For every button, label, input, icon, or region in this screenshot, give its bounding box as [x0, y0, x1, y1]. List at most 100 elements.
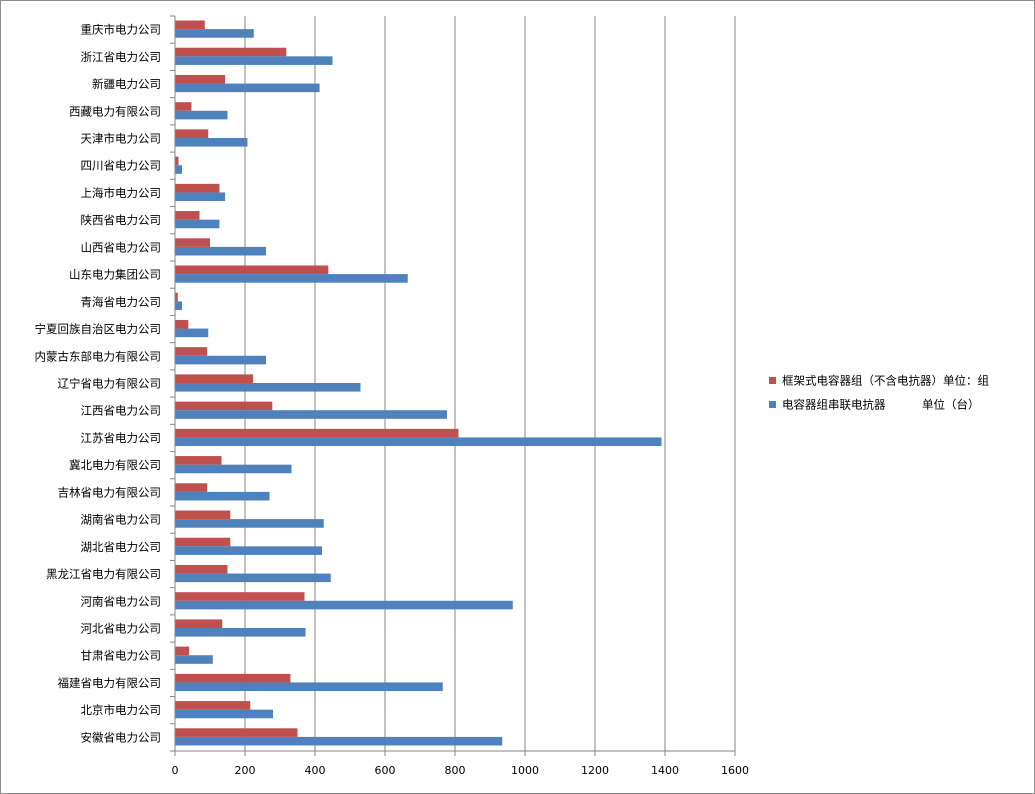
category-label: 湖北省电力公司: [81, 540, 162, 554]
bar-series-1: [175, 619, 223, 628]
category-label: 浙江省电力公司: [81, 50, 162, 64]
bar-series-1: [175, 428, 459, 438]
category-label: 安徽省电力公司: [81, 730, 162, 744]
x-tick-label: 0: [172, 764, 179, 777]
bar-series-1: [175, 156, 179, 166]
category-label: 四川省电力公司: [81, 159, 162, 173]
bar-series-1: [175, 701, 251, 710]
legend-swatch: [769, 377, 776, 384]
x-tick-labels: 0 200 400 600 800 1000 1200 1400 1600: [172, 764, 750, 777]
category-label: 江西省电力公司: [81, 404, 162, 418]
bar-series-2: [175, 83, 320, 93]
x-tick-label: 1000: [511, 764, 539, 777]
bar-series-2: [175, 219, 220, 229]
bar-series-2: [175, 192, 226, 202]
legend-entry: 电容器组串联电抗器 单位（台）: [782, 398, 980, 412]
category-label: 冀北电力有限公司: [69, 458, 161, 472]
bar-series-1: [175, 183, 220, 193]
bar-series-1: [175, 47, 287, 57]
bar-series-2: [175, 682, 443, 692]
bar-series-2: [175, 491, 270, 501]
category-label: 河南省电力公司: [81, 594, 162, 608]
bar-series-1: [175, 510, 231, 520]
bar-series-1: [175, 483, 208, 492]
category-label: 吉林省电力有限公司: [58, 485, 162, 499]
legend-swatch: [769, 401, 776, 408]
category-label: 江苏省电力公司: [81, 431, 162, 445]
bar-series-1: [175, 646, 189, 656]
category-label: 河北省电力公司: [81, 622, 162, 636]
category-label: 山东电力集团公司: [69, 268, 161, 282]
category-label: 西藏电力有限公司: [69, 104, 161, 118]
category-label: 甘肃省电力公司: [81, 649, 162, 663]
bar-series-1: [175, 537, 231, 547]
x-tick-label: 600: [375, 764, 396, 777]
category-labels: 重庆市电力公司浙江省电力公司新疆电力公司西藏电力有限公司天津市电力公司四川省电力…: [35, 23, 162, 745]
x-tick-label: 1400: [651, 764, 679, 777]
category-label: 陕西省电力公司: [81, 213, 162, 227]
bar-series-1: [175, 292, 178, 302]
category-label: 山西省电力公司: [81, 240, 162, 254]
bar-series-2: [175, 410, 447, 419]
bar-series-2: [175, 573, 331, 583]
category-label: 青海省电力公司: [81, 295, 162, 309]
bar-series-2: [175, 546, 322, 555]
legend-entry: 框架式电容器组（不含电抗器）单位：组: [782, 374, 989, 388]
category-label: 天津市电力公司: [81, 132, 162, 146]
category-label: 黑龙江省电力有限公司: [46, 567, 161, 581]
bar-series-1: [175, 129, 209, 138]
bar-series-1: [175, 564, 228, 574]
x-tick-label: 1600: [721, 764, 749, 777]
bar-series-1: [175, 319, 189, 329]
category-label: 北京市电力公司: [81, 703, 162, 717]
bar-series-2: [175, 628, 306, 637]
category-label: 福建省电力有限公司: [58, 676, 162, 690]
bar-series-2: [175, 301, 182, 310]
category-label: 内蒙古东部电力有限公司: [35, 349, 162, 363]
bar-series-1: [175, 20, 205, 30]
category-label: 辽宁省电力有限公司: [58, 377, 162, 391]
bar-series-2: [175, 709, 273, 719]
bar-series-2: [175, 56, 333, 65]
bar-series-2: [175, 328, 209, 338]
bar-series-2: [175, 464, 292, 474]
bar-series-1: [175, 592, 305, 601]
bar-series-1: [175, 401, 273, 411]
category-label: 宁夏回族自治区电力公司: [35, 322, 162, 336]
bar-series-1: [175, 265, 329, 275]
bars: [175, 20, 662, 746]
category-label: 上海市电力公司: [81, 186, 162, 200]
category-label: 新疆电力公司: [92, 77, 161, 91]
bar-series-1: [175, 728, 298, 737]
bar-series-1: [175, 102, 192, 111]
gridlines: [244, 16, 736, 751]
x-tick-label: 200: [235, 764, 256, 777]
axes: [170, 15, 736, 756]
bar-series-2: [175, 29, 254, 38]
bar-series-2: [175, 355, 266, 365]
category-label: 湖南省电力公司: [81, 513, 162, 527]
bar-series-1: [175, 238, 210, 247]
bar-series-1: [175, 673, 291, 683]
bar-series-2: [175, 655, 213, 664]
x-tick-label: 400: [305, 764, 326, 777]
bar-series-1: [175, 456, 222, 465]
bar-series-2: [175, 437, 662, 447]
bar-series-2: [175, 383, 361, 392]
bar-series-2: [175, 246, 266, 256]
bar-series-2: [175, 736, 503, 746]
x-tick-label: 800: [445, 764, 466, 777]
bar-series-1: [175, 374, 254, 383]
bar-series-2: [175, 519, 324, 528]
bar-series-2: [175, 274, 408, 283]
bar-series-2: [175, 165, 182, 174]
bar-series-1: [175, 74, 226, 84]
bar-series-1: [175, 211, 200, 220]
bar-series-1: [175, 347, 208, 356]
x-tick-label: 1200: [581, 764, 609, 777]
bar-series-2: [175, 600, 513, 610]
bar-series-2: [175, 138, 248, 147]
